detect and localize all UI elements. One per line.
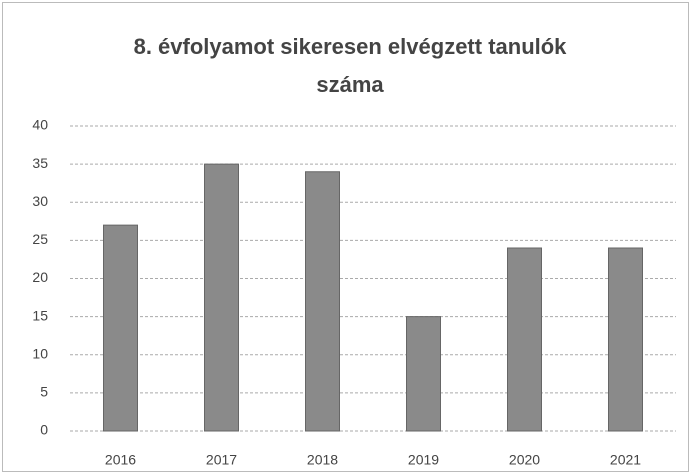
bar (103, 224, 138, 432)
x-tick-label: 2016 (105, 452, 136, 468)
bar (608, 247, 643, 432)
x-tick-label: 2018 (307, 452, 338, 468)
y-tick-label: 25 (32, 231, 48, 247)
x-tick-label: 2020 (509, 452, 540, 468)
bar (204, 163, 239, 432)
y-tick-label: 20 (32, 269, 48, 285)
y-tick-label: 5 (40, 384, 48, 400)
x-tick-label: 2017 (206, 452, 237, 468)
x-tick-label: 2019 (408, 452, 439, 468)
chart-title: 8. évfolyamot sikeresen elvégzett tanuló… (133, 34, 567, 97)
bar (305, 171, 340, 432)
bar (406, 316, 441, 432)
y-tick-label: 35 (32, 155, 48, 171)
y-tick-label: 40 (32, 117, 48, 133)
chart-frame (2, 2, 689, 472)
x-tick-label: 2021 (610, 452, 641, 468)
y-tick-label: 10 (32, 345, 48, 361)
y-tick-label: 30 (32, 193, 48, 209)
y-tick-label: 15 (32, 307, 48, 323)
y-tick-label: 0 (40, 422, 48, 438)
bar (507, 247, 542, 432)
